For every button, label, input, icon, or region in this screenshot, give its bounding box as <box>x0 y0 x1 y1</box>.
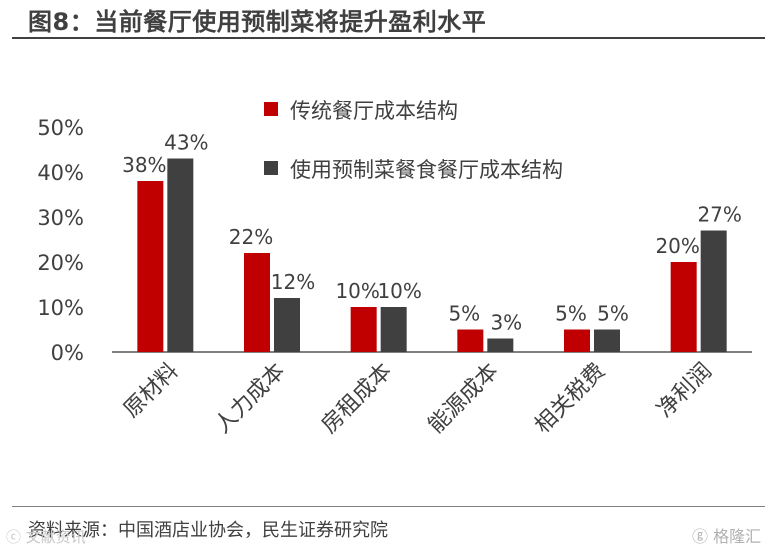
legend-label: 传统餐厅成本结构 <box>290 99 458 123</box>
footer-divider <box>12 506 765 507</box>
bar-prepared-3 <box>487 338 514 352</box>
data-label: 5% <box>555 302 587 326</box>
legend-swatch <box>264 102 278 116</box>
data-label: 10% <box>335 279 379 303</box>
data-label: 43% <box>164 131 208 155</box>
data-label: 22% <box>229 225 273 249</box>
bar-prepared-2 <box>380 307 407 352</box>
x-category-label: 相关税费 <box>530 359 610 439</box>
legend-swatch <box>264 161 278 175</box>
bar-chart: 0% 10% 20% 30% 40% 50% 38% 22% 10% 5% 5% 20% 43% 12% 1… <box>37 99 752 439</box>
data-label: 38% <box>122 153 166 177</box>
x-category-label: 人力成本 <box>210 359 290 439</box>
legend-label: 使用预制菜餐食餐厅成本结构 <box>290 158 563 182</box>
data-label: 10% <box>377 279 421 303</box>
bar-prepared-5 <box>700 230 727 352</box>
watermark-logo: ⓖ 格隆汇 <box>692 527 762 546</box>
bar-traditional-4 <box>564 329 590 352</box>
y-tick-label: 20% <box>37 251 84 275</box>
data-label: 12% <box>271 270 315 294</box>
bar-prepared-0 <box>167 158 194 352</box>
y-tick-label: 50% <box>37 116 84 140</box>
data-label: 5% <box>448 302 480 326</box>
data-label: 3% <box>490 311 522 335</box>
y-tick-label: 10% <box>37 296 84 320</box>
x-category-label: 净利润 <box>653 359 717 423</box>
y-tick-label: 40% <box>37 161 84 185</box>
data-label: 27% <box>697 203 741 227</box>
watermark-left: ⓒ 文献资讯 <box>6 528 86 546</box>
y-tick-label: 30% <box>37 206 84 230</box>
bar-prepared-4 <box>594 329 620 352</box>
bar-traditional-2 <box>350 307 377 352</box>
bar-traditional-5 <box>670 262 697 352</box>
bar-traditional-0 <box>137 181 164 352</box>
data-label: 20% <box>655 234 699 258</box>
x-category-label: 能源成本 <box>424 359 504 439</box>
y-tick-label: 0% <box>51 341 84 365</box>
source-note: 资料来源：中国酒店业协会，民生证券研究院 <box>28 520 388 541</box>
bar-prepared-1 <box>274 298 300 352</box>
bar-traditional-1 <box>244 253 270 352</box>
data-label: 5% <box>597 302 629 326</box>
x-category-label: 原材料 <box>119 359 183 423</box>
bar-traditional-3 <box>457 329 484 352</box>
chart-title: 图8：当前餐厅使用预制菜将提升盈利水平 <box>28 8 487 36</box>
title-divider <box>12 37 765 39</box>
x-category-label: 房租成本 <box>317 359 397 439</box>
